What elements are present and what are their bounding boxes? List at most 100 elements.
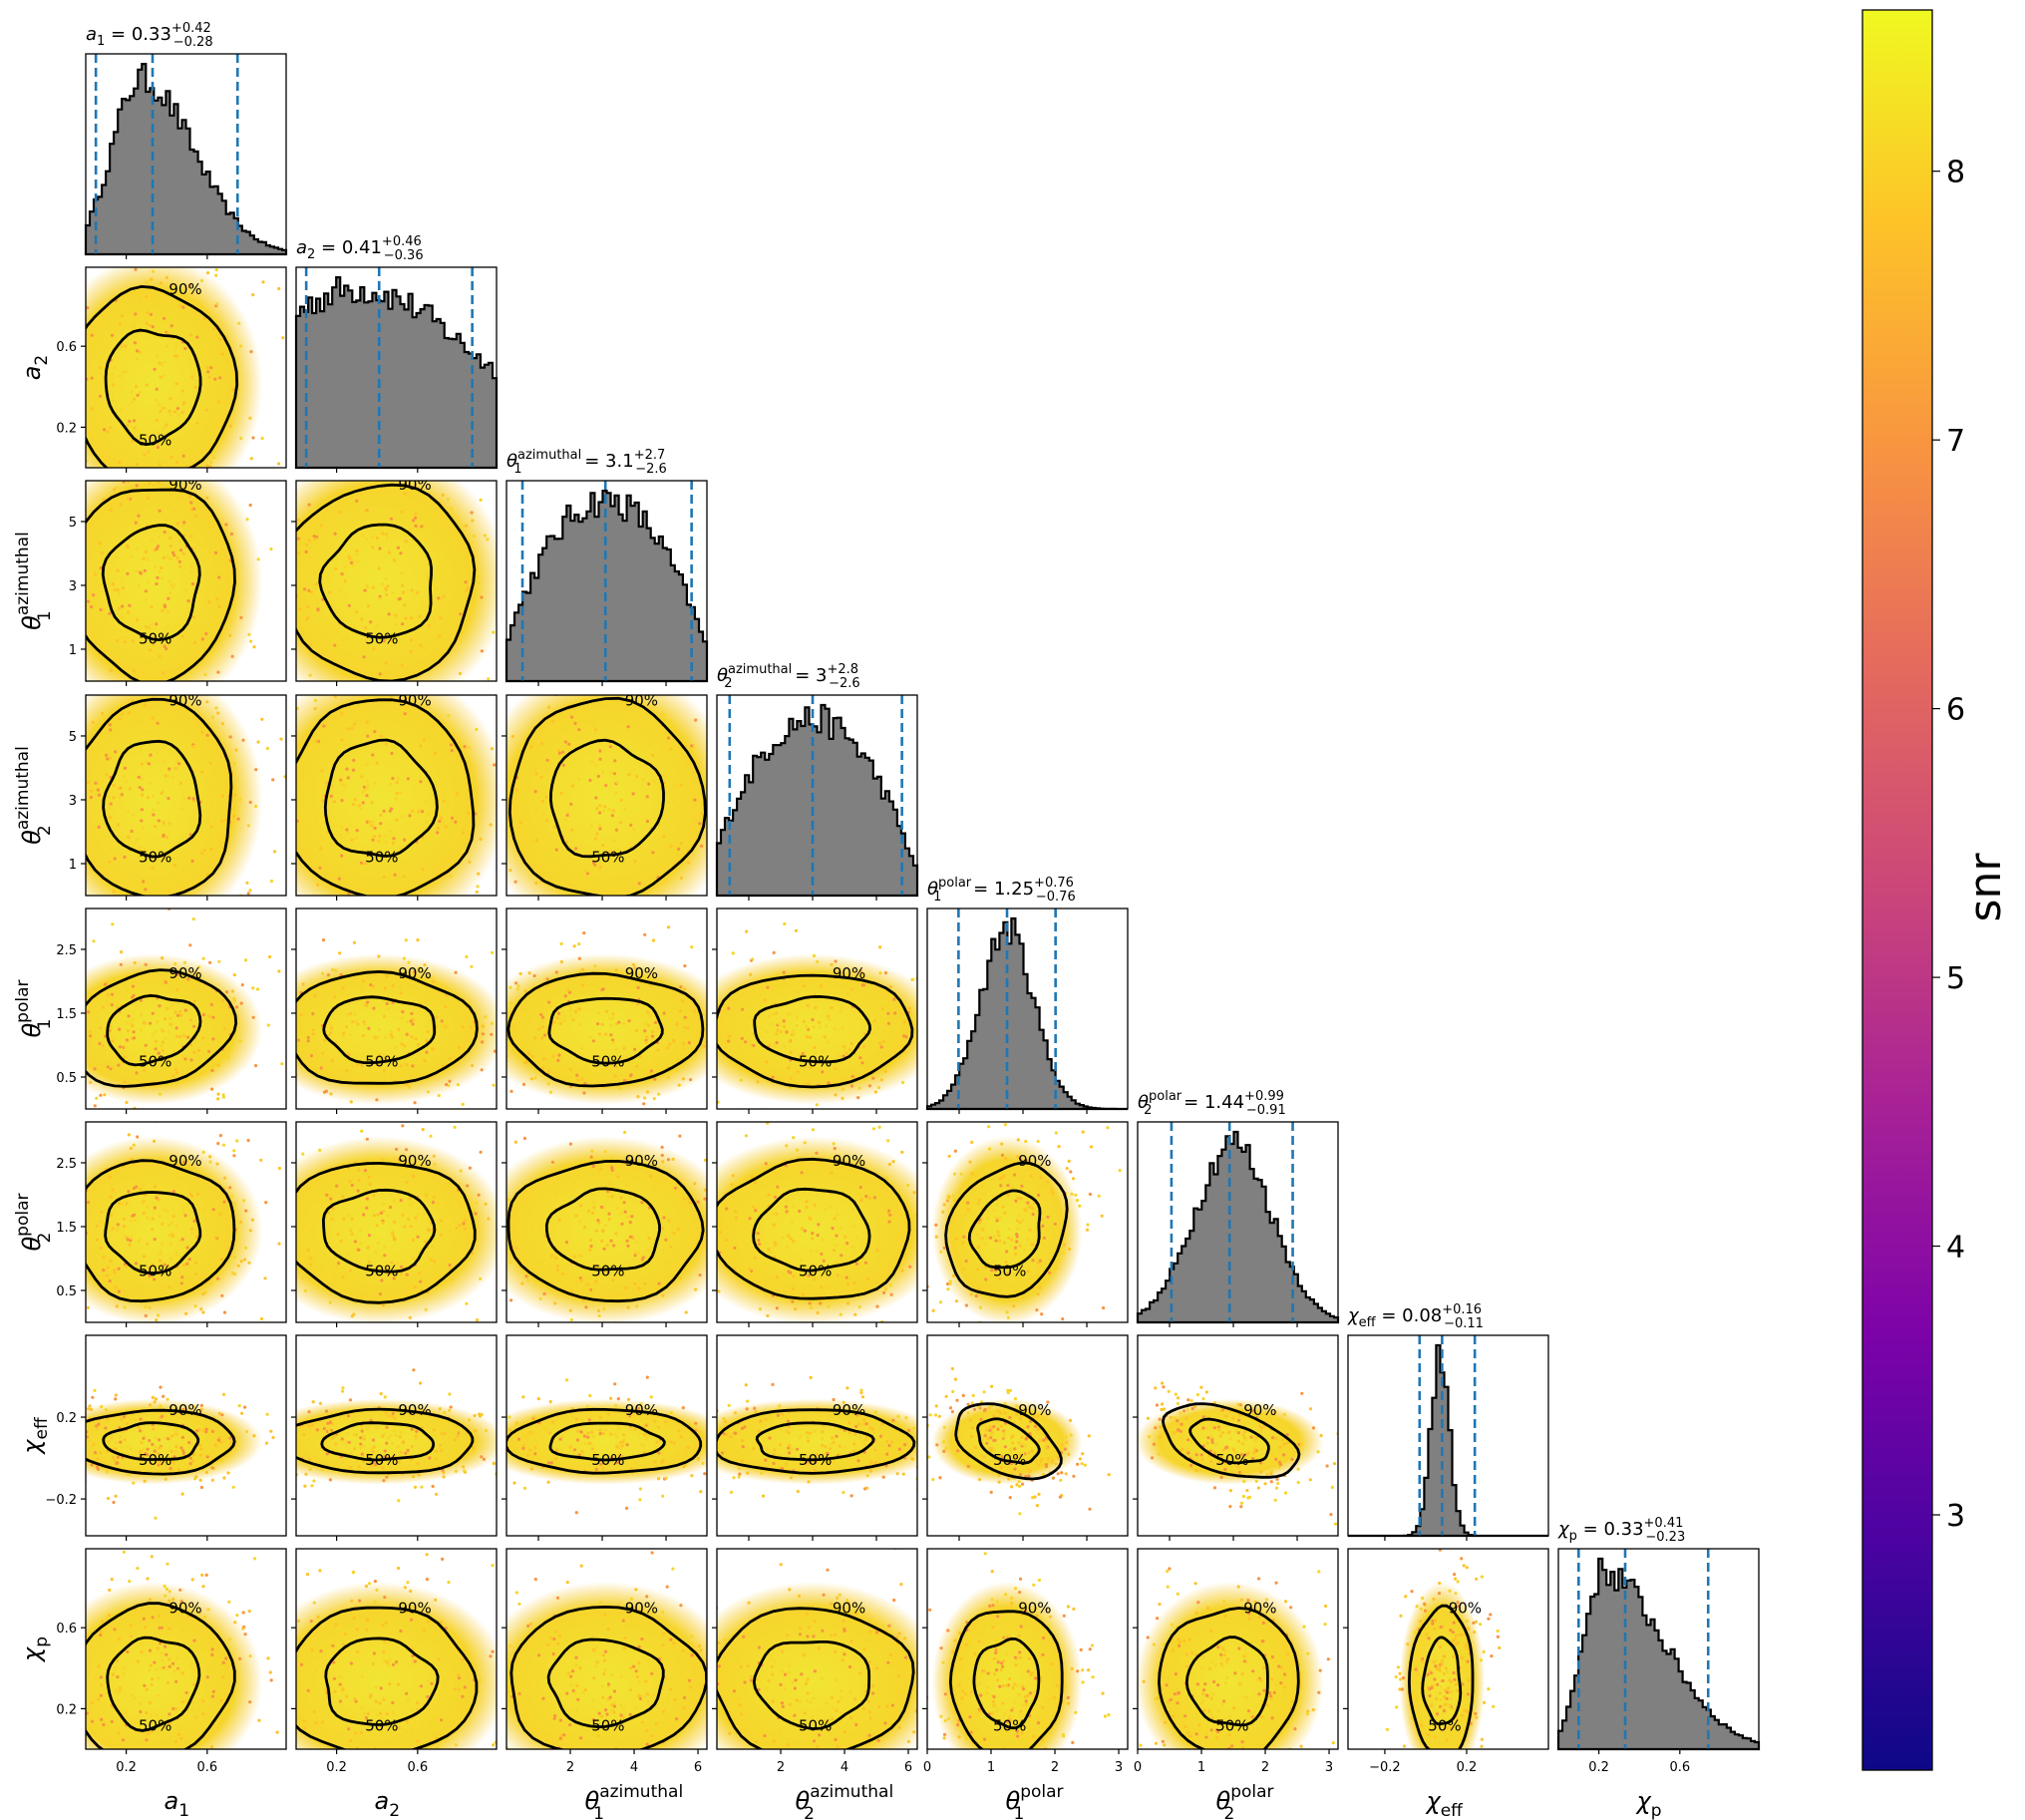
sample-point	[845, 1386, 849, 1390]
histogram-bars	[1556, 1557, 1761, 1751]
sample-point	[829, 1414, 833, 1418]
sample-point	[217, 575, 221, 579]
sample-point	[945, 1281, 950, 1286]
sample-point	[69, 407, 72, 410]
density-fill	[717, 1136, 917, 1322]
sample-point	[193, 385, 197, 390]
sample-point	[383, 1158, 387, 1162]
axis-frame	[85, 908, 287, 1110]
sample-point	[845, 1301, 850, 1305]
sample-point	[436, 1202, 440, 1206]
sample-point	[99, 566, 103, 570]
sample-point	[123, 1080, 127, 1084]
sample-point	[622, 1201, 626, 1205]
contour-label-90: 90%	[169, 476, 201, 494]
sample-point	[205, 496, 209, 500]
sample-point	[569, 715, 574, 719]
sample-point	[1053, 1197, 1057, 1201]
sample-point	[442, 1471, 446, 1475]
sample-point	[631, 1237, 635, 1241]
sample-point	[282, 1171, 285, 1174]
sample-point	[589, 825, 594, 829]
sample-point	[216, 1276, 220, 1280]
sample-point	[905, 1113, 908, 1116]
sample-point	[286, 1435, 289, 1438]
sample-point	[545, 758, 549, 762]
sample-point	[554, 1256, 558, 1261]
sample-point	[181, 305, 185, 309]
sample-point	[461, 831, 465, 835]
sample-point	[497, 1206, 500, 1209]
contour-50	[967, 1189, 1042, 1270]
sample-point	[378, 546, 382, 550]
sample-point	[145, 295, 149, 299]
sample-point	[373, 826, 377, 831]
sample-point	[933, 938, 936, 941]
sample-point	[303, 587, 307, 591]
sample-point	[167, 796, 170, 801]
sample-point	[661, 774, 666, 778]
sample-point	[594, 1279, 598, 1283]
sample-point	[532, 973, 536, 978]
sample-point	[841, 1025, 844, 1030]
contour-90	[86, 284, 239, 468]
sample-point	[135, 1185, 139, 1189]
sample-point	[540, 1015, 545, 1019]
sample-point	[994, 1239, 998, 1243]
sample-point	[325, 477, 328, 480]
sample-point	[133, 397, 137, 401]
sample-point	[160, 1027, 164, 1032]
contour-50	[318, 523, 434, 639]
sample-point	[411, 1064, 415, 1068]
sample-point	[540, 1436, 544, 1440]
sample-point	[635, 1064, 639, 1068]
sample-point	[154, 565, 158, 569]
sample-point	[712, 1247, 715, 1250]
sample-point	[398, 1435, 402, 1439]
sample-point	[105, 1001, 109, 1005]
sample-point	[767, 1247, 771, 1252]
sample-point	[99, 1093, 103, 1097]
sample-point	[368, 1182, 372, 1187]
sample-point	[392, 1429, 396, 1433]
sample-point	[122, 1423, 126, 1427]
sample-point	[123, 1305, 127, 1309]
sample-point	[213, 550, 218, 555]
sample-point	[228, 1440, 233, 1445]
sample-point	[151, 1011, 155, 1015]
sample-point	[109, 846, 113, 850]
sample-point	[197, 965, 201, 969]
sample-point	[725, 1432, 729, 1436]
sample-point	[386, 689, 389, 692]
sample-point	[887, 1220, 891, 1224]
sample-point	[319, 847, 323, 851]
sample-point	[178, 1013, 182, 1017]
sample-point	[174, 684, 177, 687]
sample-point	[163, 360, 167, 364]
sample-point	[306, 1039, 310, 1043]
sample-point	[550, 719, 554, 723]
sample-point	[194, 1228, 198, 1232]
sample-point	[146, 1242, 150, 1246]
sample-point	[126, 1444, 130, 1448]
sample-point	[527, 1356, 530, 1359]
sample-point	[413, 970, 417, 974]
sample-point	[345, 635, 349, 639]
sample-point	[815, 1250, 819, 1254]
sample-point	[155, 297, 160, 301]
sample-point	[589, 1155, 593, 1159]
sample-point	[375, 1224, 379, 1228]
sample-point	[618, 1086, 622, 1091]
sample-point	[171, 1074, 175, 1078]
sample-point	[813, 1277, 817, 1281]
sample-point	[617, 848, 621, 853]
sample-point	[526, 1278, 530, 1282]
sample-point	[371, 838, 375, 842]
sample-point	[130, 1021, 134, 1025]
sample-point	[607, 1069, 611, 1073]
sample-point	[919, 1242, 922, 1245]
sample-point	[160, 565, 164, 570]
sample-point	[480, 1455, 484, 1459]
sample-point	[524, 1437, 529, 1441]
